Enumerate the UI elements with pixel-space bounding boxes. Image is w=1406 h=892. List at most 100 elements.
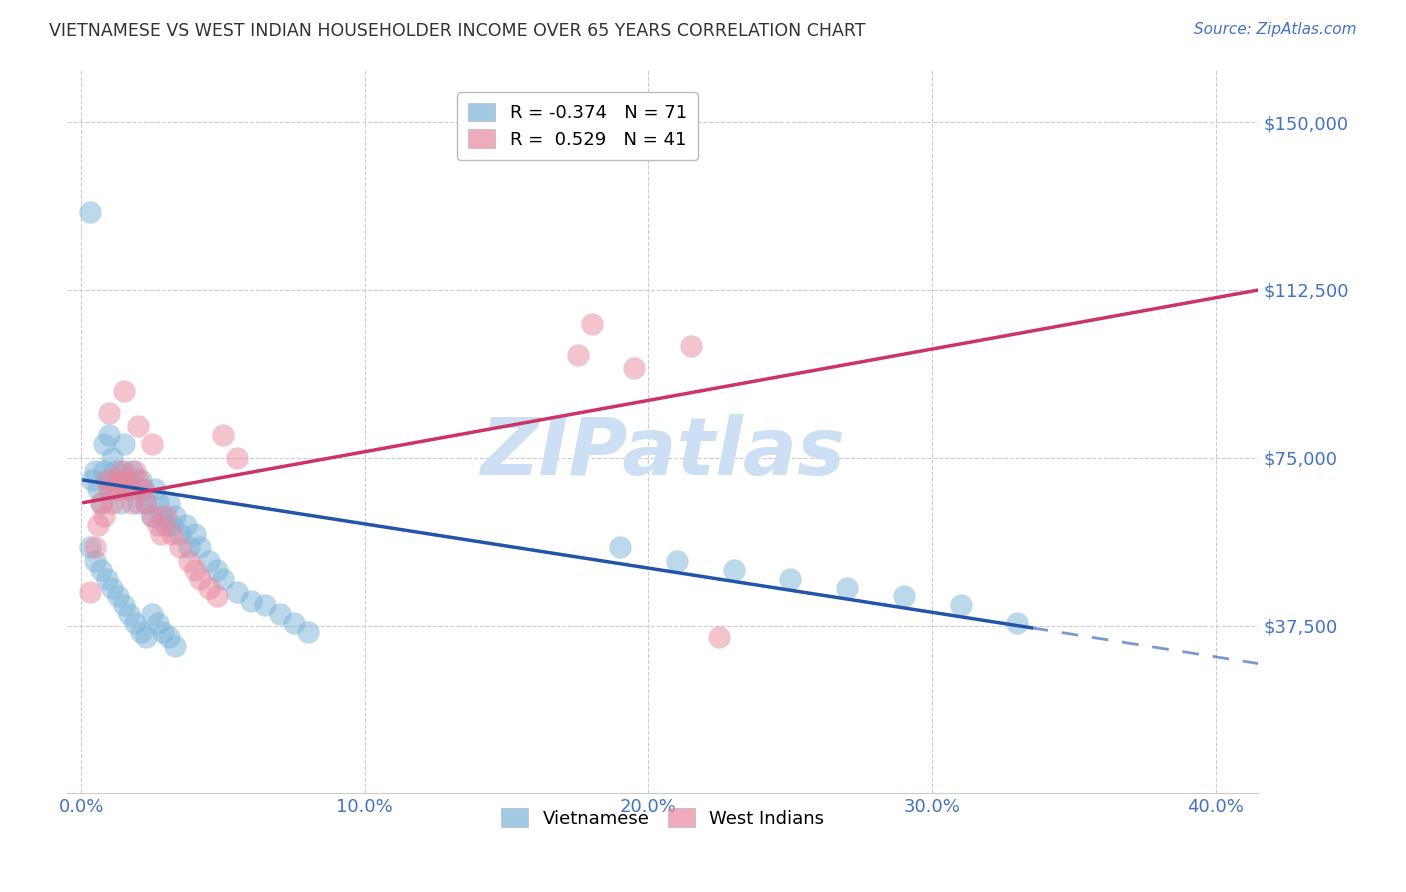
Point [146, 495, 169, 509]
Point [149, 508, 172, 523]
Point [112, 464, 135, 478]
Point [90, 495, 112, 509]
Point [124, 464, 146, 478]
Point [143, 482, 166, 496]
Point [207, 563, 229, 577]
Point [163, 639, 186, 653]
Point [129, 625, 152, 640]
Point [169, 526, 191, 541]
Point [115, 473, 138, 487]
Point [87, 517, 110, 532]
Point [110, 464, 132, 478]
Point [101, 495, 124, 509]
Point [98, 482, 121, 496]
Point [129, 473, 152, 487]
Point [93, 464, 115, 478]
Point [124, 482, 146, 496]
Point [169, 541, 191, 555]
Point [226, 450, 249, 465]
Point [79, 204, 101, 219]
Point [127, 419, 149, 434]
Point [135, 495, 157, 509]
Point [188, 572, 211, 586]
Point [132, 482, 155, 496]
Point [949, 599, 972, 613]
Point [93, 508, 115, 523]
Point [226, 585, 249, 599]
Point [118, 482, 141, 496]
Point [127, 473, 149, 487]
Point [835, 581, 858, 595]
Point [155, 508, 177, 523]
Point [149, 526, 172, 541]
Point [567, 348, 589, 362]
Point [297, 625, 319, 640]
Point [581, 317, 603, 331]
Point [101, 581, 124, 595]
Point [98, 428, 121, 442]
Point [96, 572, 118, 586]
Point [141, 508, 163, 523]
Point [101, 450, 124, 465]
Point [197, 581, 219, 595]
Point [160, 517, 183, 532]
Point [183, 563, 205, 577]
Point [240, 594, 263, 608]
Point [112, 384, 135, 398]
Text: ZIPatlas: ZIPatlas [481, 414, 845, 491]
Point [90, 563, 112, 577]
Point [779, 572, 801, 586]
Point [893, 590, 915, 604]
Point [609, 541, 631, 555]
Point [107, 482, 129, 496]
Point [623, 361, 645, 376]
Point [87, 482, 110, 496]
Point [141, 437, 163, 451]
Point [146, 517, 169, 532]
Point [84, 464, 107, 478]
Point [84, 541, 107, 555]
Point [98, 482, 121, 496]
Point [197, 554, 219, 568]
Point [121, 495, 143, 509]
Point [107, 473, 129, 487]
Point [212, 428, 235, 442]
Point [107, 590, 129, 604]
Point [93, 437, 115, 451]
Point [679, 339, 702, 353]
Point [283, 616, 305, 631]
Point [665, 554, 688, 568]
Point [104, 473, 127, 487]
Point [135, 495, 157, 509]
Point [212, 572, 235, 586]
Point [132, 482, 155, 496]
Point [141, 508, 163, 523]
Point [110, 495, 132, 509]
Point [152, 625, 174, 640]
Point [723, 563, 745, 577]
Point [115, 482, 138, 496]
Point [160, 526, 183, 541]
Point [174, 517, 197, 532]
Point [104, 464, 127, 478]
Point [183, 526, 205, 541]
Legend: Vietnamese, West Indians: Vietnamese, West Indians [494, 801, 831, 835]
Point [269, 607, 291, 622]
Point [146, 616, 169, 631]
Text: Source: ZipAtlas.com: Source: ZipAtlas.com [1194, 22, 1357, 37]
Point [127, 495, 149, 509]
Point [177, 541, 200, 555]
Point [96, 473, 118, 487]
Point [112, 599, 135, 613]
Point [709, 630, 731, 644]
Point [79, 541, 101, 555]
Point [207, 590, 229, 604]
Point [155, 517, 177, 532]
Point [79, 585, 101, 599]
Point [118, 607, 141, 622]
Point [1007, 616, 1029, 631]
Point [124, 616, 146, 631]
Point [141, 607, 163, 622]
Point [82, 473, 104, 487]
Point [157, 630, 180, 644]
